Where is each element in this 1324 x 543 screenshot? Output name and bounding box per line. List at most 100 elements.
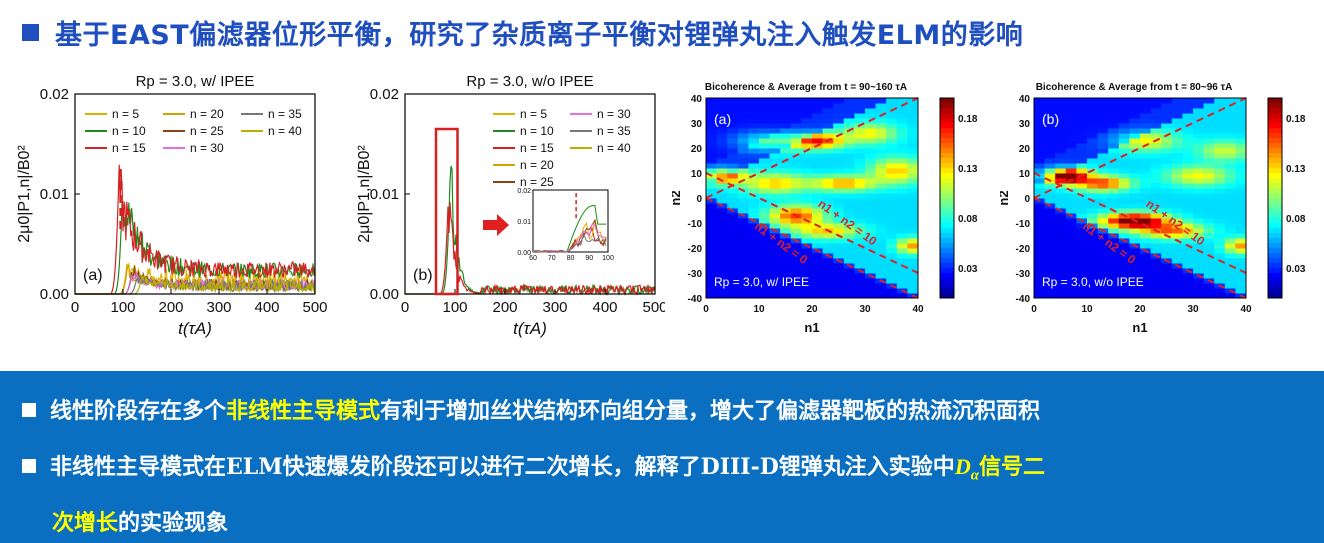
heatmap-cell — [1065, 158, 1077, 164]
heatmap-cell — [1224, 118, 1236, 124]
heatmap-cell — [727, 198, 739, 204]
heatmap-cell — [907, 263, 919, 269]
heatmap-cell — [1097, 238, 1109, 244]
heatmap-cell — [790, 198, 802, 204]
heatmap-cell — [1087, 278, 1099, 284]
heatmap-cell — [854, 183, 866, 189]
heatmap-cell — [727, 263, 739, 269]
heatmap-cell — [822, 258, 834, 264]
heatmap-cell — [1129, 103, 1141, 109]
heatmap-cell — [790, 193, 802, 199]
heatmap-cell — [886, 133, 898, 139]
heatmap-cell — [1171, 173, 1183, 179]
heatmap-cell — [812, 278, 824, 284]
chart-title: Bicoherence & Average from t = 90~160 τA — [705, 82, 907, 93]
heatmap-cell — [1129, 233, 1141, 239]
colorbar-segment — [940, 283, 954, 289]
heatmap-cell — [737, 258, 749, 264]
heatmap-cell — [748, 203, 760, 209]
heatmap-cell — [1055, 268, 1067, 274]
heatmap-cell — [1203, 118, 1215, 124]
heatmap-cell — [769, 98, 781, 104]
heatmap-cell — [801, 173, 813, 179]
heatmap-cell — [843, 188, 855, 194]
heatmap-cell — [1076, 228, 1088, 234]
heatmap-cell — [1034, 143, 1046, 149]
dashed-line-sum-10 — [705, 172, 919, 274]
heatmap-cell — [1224, 133, 1236, 139]
heatmap-cell — [1118, 128, 1130, 134]
heatmap-cell — [886, 248, 898, 254]
heatmap-cell — [1182, 288, 1194, 294]
colorbar-segment — [940, 293, 954, 299]
chart-title: Rp = 3.0, w/o IPEE — [466, 73, 593, 90]
heatmap-cell — [769, 208, 781, 214]
heatmap-cell — [737, 143, 749, 149]
heatmap-cell — [854, 198, 866, 204]
heatmap-cell — [1065, 193, 1077, 199]
heatmap-cell — [1235, 158, 1247, 164]
heatmap-cell — [1171, 183, 1183, 189]
heatmap-cell — [1097, 108, 1109, 114]
heatmap-cell — [759, 273, 771, 279]
y-tick-label: -30 — [688, 269, 703, 280]
heatmap-cell — [1150, 233, 1162, 239]
heatmap-cell — [875, 123, 887, 129]
heatmap-cell — [896, 218, 908, 224]
heatmap-cell — [1140, 258, 1152, 264]
heatmap-cell — [1087, 103, 1099, 109]
heatmap-cell — [1193, 103, 1205, 109]
heatmap-cell — [1140, 108, 1152, 114]
heatmap-cell — [1065, 168, 1077, 174]
heatmap-cell — [1129, 203, 1141, 209]
y-tick-label: 40 — [691, 94, 703, 105]
heatmap-cell — [1203, 148, 1215, 154]
heatmap-cell — [1182, 283, 1194, 289]
heatmap-cell — [716, 218, 728, 224]
heatmap-cell — [1118, 203, 1130, 209]
heatmap-cell — [1118, 118, 1130, 124]
colorbar-segment — [940, 138, 954, 144]
heatmap-a: Bicoherence & Average from t = 90~160 τA… — [668, 70, 994, 340]
heatmap-cell — [716, 213, 728, 219]
heatmap-cell — [759, 268, 771, 274]
heatmap-cell — [1076, 233, 1088, 239]
heatmap-cell — [896, 283, 908, 289]
x-tick-label: 400 — [592, 299, 617, 316]
colorbar-segment — [940, 278, 954, 284]
heatmap-cell — [1193, 143, 1205, 149]
heatmap-cell — [1193, 123, 1205, 129]
heatmap-cell — [865, 283, 877, 289]
heatmap-cell — [716, 268, 728, 274]
heatmap-cell — [748, 128, 760, 134]
heatmap-cell — [833, 143, 845, 149]
heatmap-cell — [1235, 123, 1247, 129]
heatmap-cell — [737, 268, 749, 274]
heatmap-cell — [1044, 98, 1056, 104]
heatmap-cell — [896, 228, 908, 234]
heatmap-cell — [1150, 258, 1162, 264]
heatmap-cell — [1193, 238, 1205, 244]
heatmap-cell — [748, 238, 760, 244]
heatmap-cell — [865, 228, 877, 234]
heatmap-cell — [1065, 283, 1077, 289]
y-tick-label: -10 — [688, 219, 703, 230]
heatmap-cell — [769, 213, 781, 219]
heatmap-cell — [812, 283, 824, 289]
heatmap-cell — [833, 283, 845, 289]
heatmap-cell — [1193, 253, 1205, 259]
heatmap-cell — [1034, 273, 1046, 279]
colorbar-segment — [1268, 128, 1282, 134]
heatmap-cell — [1118, 258, 1130, 264]
heatmap-cell — [716, 293, 728, 299]
bullet-2: 非线性主导模式在ELM快速爆发阶段还可以进行二次增长，解释了DIII-D锂弹丸注… — [22, 449, 1045, 484]
colorbar-tick-label: 0.08 — [958, 214, 978, 225]
heatmap-cell — [1203, 188, 1215, 194]
heatmap-cell — [896, 143, 908, 149]
heatmap-cell — [1140, 293, 1152, 299]
title-bullet-square — [22, 23, 39, 41]
heatmap-cell — [1150, 278, 1162, 284]
heatmap-cell — [854, 273, 866, 279]
heatmap-cell — [1150, 193, 1162, 199]
heatmap-cell — [1087, 148, 1099, 154]
